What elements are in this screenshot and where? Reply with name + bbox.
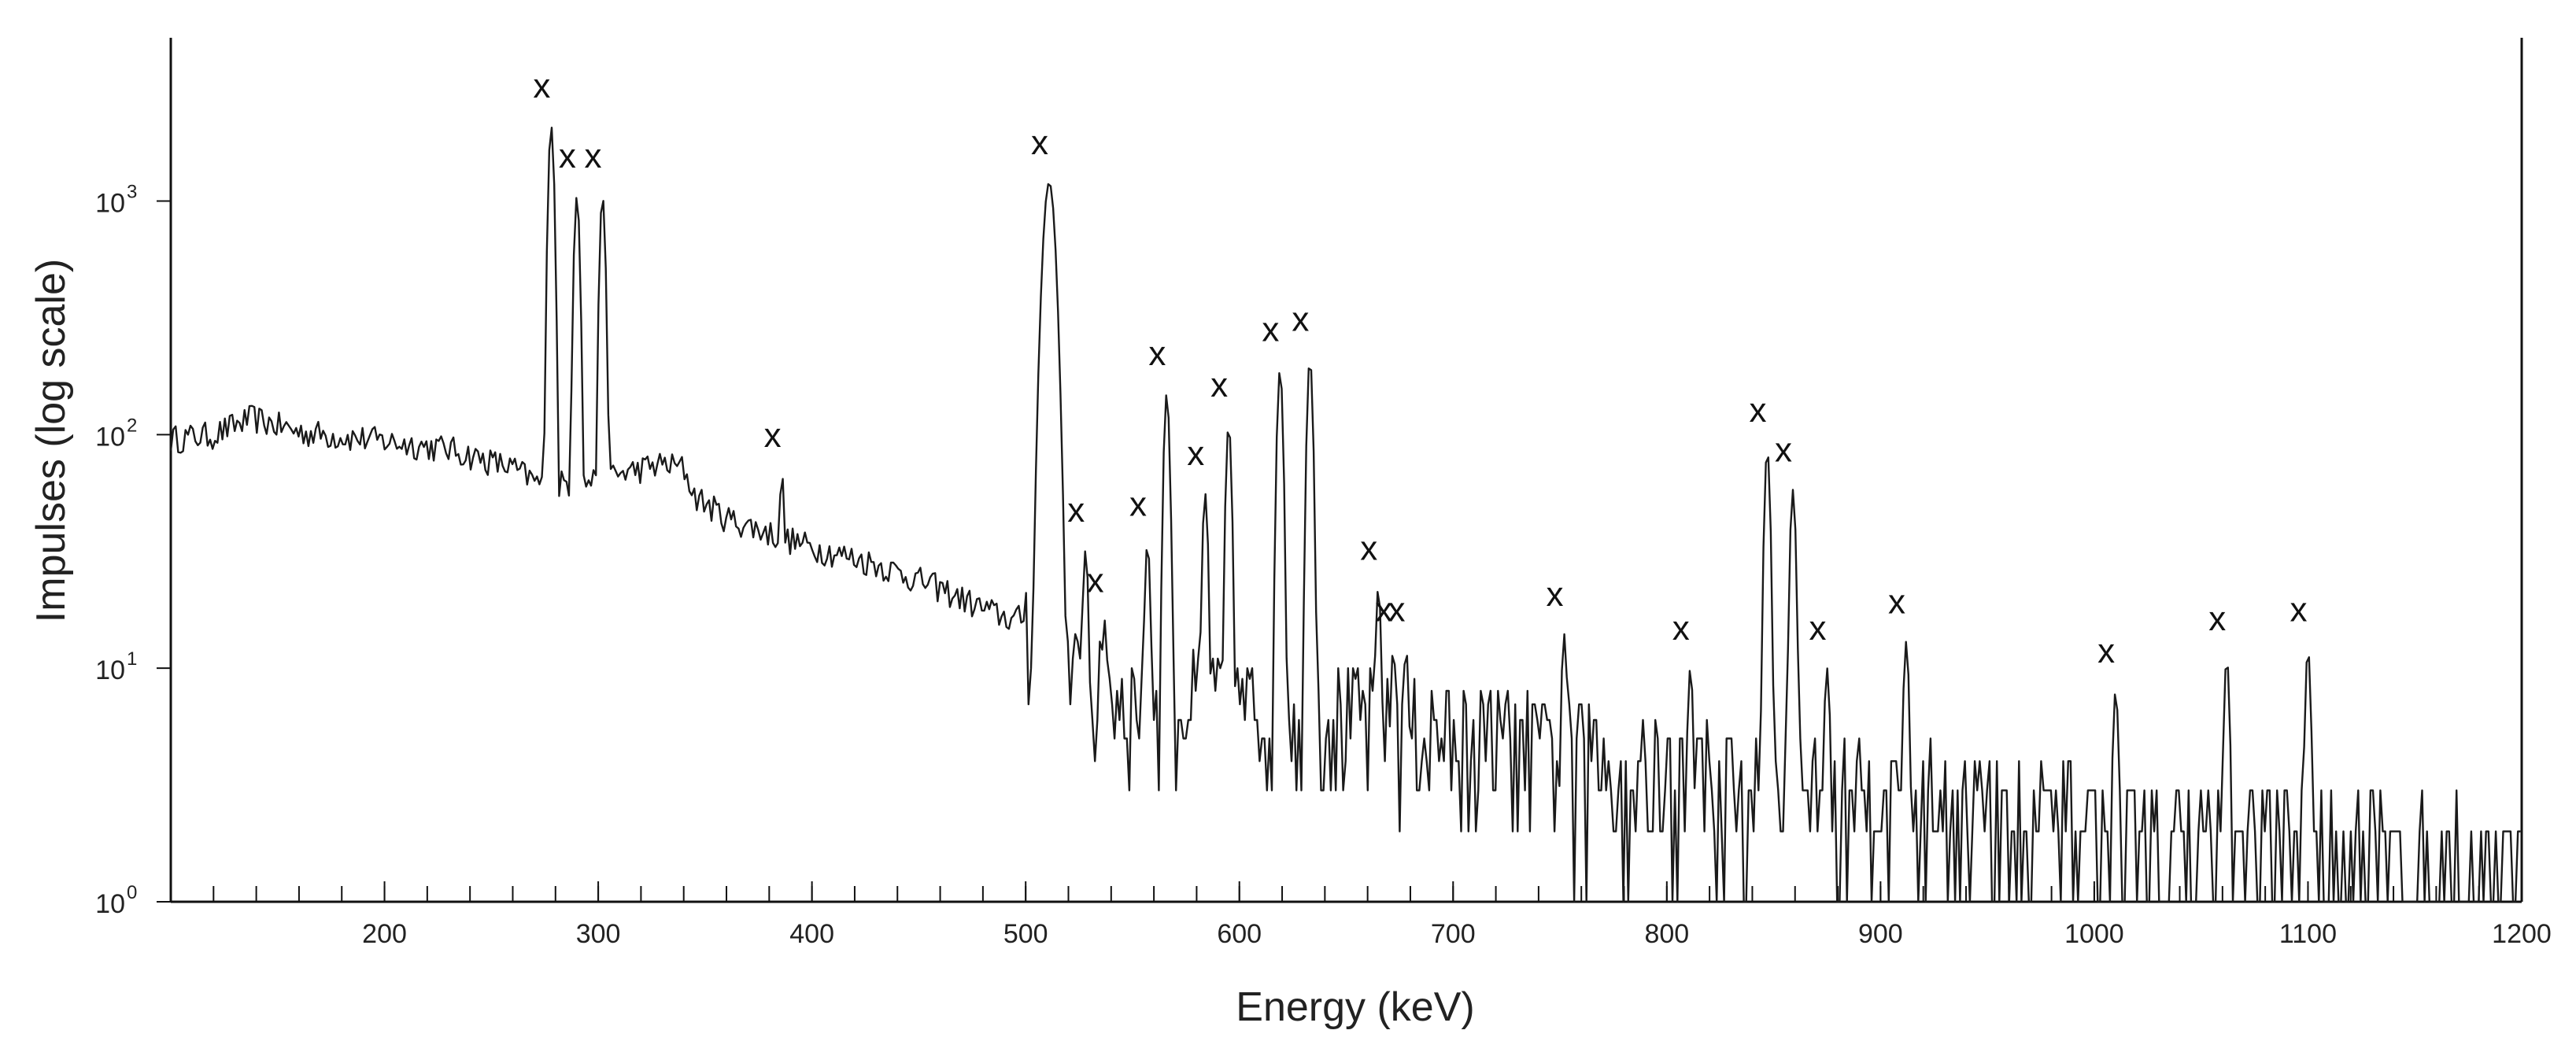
peak-marker: x [1546,575,1563,614]
y-axis-title: Impulses (log scale) [28,259,74,622]
peak-marker: x [1292,301,1309,339]
x-tick-label: 1100 [2279,919,2337,949]
y-tick-base: 10 [95,188,125,218]
y-tick-label: 10 0 [95,882,137,919]
x-tick-label: 600 [1217,919,1262,949]
peak-marker: x [2097,632,2115,670]
peak-marker: x [1360,530,1377,568]
y-tick-label: 10 1 [95,648,137,685]
y-tick-exponent: 1 [127,648,137,670]
x-tick-label: 700 [1431,919,1476,949]
x-axis-ticks: 200 300 400 500 600 700 800 900 1000 1100 1200 [213,881,2552,949]
y-tick-base: 10 [95,655,125,685]
x-tick-label: 500 [1003,919,1048,949]
x-axis-title: Energy (keV) [1236,984,1474,1030]
peak-marker: x [2290,591,2307,630]
peak-marker: x [1749,391,1766,430]
peak-marker: x [1262,311,1279,349]
peak-marker: x [1210,366,1228,404]
x-tick-label: 800 [1644,919,1689,949]
x-tick-label: 1200 [2492,919,2552,949]
peak-marker: x [1375,591,1392,630]
peak-marker: x [1775,431,1792,470]
y-tick-exponent: 0 [127,882,137,903]
spectrum-series [169,127,2521,903]
peak-marker: x [1388,591,1406,630]
peak-marker: x [585,137,602,175]
y-tick-label: 10 2 [95,415,137,452]
peak-marker: x [1031,124,1048,162]
peak-marker: x [533,67,550,105]
peak-marker: x [1187,434,1204,473]
peak-marker: x [1087,562,1104,600]
x-tick-label: 200 [362,919,407,949]
y-tick-base: 10 [95,422,125,452]
peak-marker: x [1888,582,1905,621]
peak-marker: x [1067,491,1085,530]
peak-marker: x [559,137,576,175]
peak-marker: x [2208,600,2226,638]
peak-marker: x [1148,334,1166,373]
x-tick-label: 300 [576,919,621,949]
y-tick-exponent: 3 [127,181,137,202]
spectrum-line [169,127,2521,903]
x-tick-label: 400 [789,919,834,949]
peak-marker: x [1129,485,1147,523]
x-tick-label: 1000 [2064,919,2124,949]
y-tick-exponent: 2 [127,415,137,436]
y-tick-base: 10 [95,889,125,919]
peak-marker: x [1672,609,1690,648]
y-tick-label: 10 3 [95,181,137,218]
peak-marker: x [1809,609,1826,648]
axes [169,38,2523,903]
x-tick-label: 900 [1858,919,1903,949]
peak-marker: x [764,416,782,455]
